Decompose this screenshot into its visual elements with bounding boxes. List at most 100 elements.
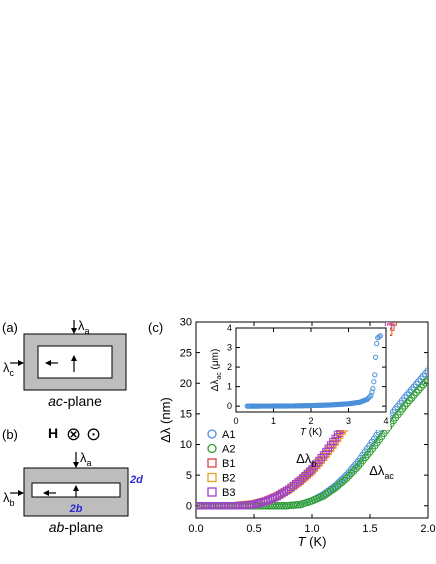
data-point-b3 bbox=[259, 498, 267, 506]
data-point-a1 bbox=[333, 480, 342, 488]
thickness-2d-label: 2d bbox=[129, 474, 143, 486]
data-point-a2 bbox=[417, 383, 425, 391]
legend-marker-a2 bbox=[207, 443, 217, 454]
data-point-a2 bbox=[280, 502, 288, 510]
data-point-a2 bbox=[352, 464, 360, 473]
data-point-b1 bbox=[389, 322, 397, 326]
data-point-a2 bbox=[275, 502, 284, 510]
legend-label-a2: A2 bbox=[222, 444, 235, 456]
data-point-a1 bbox=[377, 333, 383, 339]
main-y-tick-label: 25 bbox=[180, 347, 192, 359]
data-point-a2 bbox=[419, 381, 428, 389]
legend-marker-b3 bbox=[207, 487, 217, 497]
legend-item-b1: B1 bbox=[207, 458, 235, 470]
data-point-b3 bbox=[296, 476, 305, 484]
data-point-b3 bbox=[333, 430, 342, 439]
main-x-tick-label: 0.0 bbox=[188, 523, 203, 535]
data-point-b3 bbox=[261, 497, 270, 506]
data-point-a2 bbox=[287, 501, 295, 510]
data-point-a1 bbox=[368, 392, 374, 398]
main-y-tick-label: 5 bbox=[186, 470, 192, 482]
inset-plot-area bbox=[244, 333, 383, 409]
main-y-tick-label: 20 bbox=[180, 378, 192, 390]
annotation-ac: Δλac bbox=[369, 463, 394, 481]
panel-a-plane-label: ac-plane bbox=[48, 393, 102, 409]
inset-y-tick-label: 1 bbox=[227, 382, 232, 392]
main-x-tick-label: 2.0 bbox=[420, 523, 435, 535]
data-point-a2 bbox=[412, 388, 421, 397]
panel-b-label: (b) bbox=[2, 427, 18, 442]
data-point-a2 bbox=[271, 502, 279, 510]
inset-y-tick-label: 3 bbox=[227, 343, 232, 353]
legend-label-a1: A1 bbox=[222, 429, 235, 441]
inset-x-tick-label: 2 bbox=[308, 416, 313, 426]
legend-label-b2: B2 bbox=[222, 473, 235, 485]
panel-b: (b) H ⊗ ⊙ λa λb 2b 2d ab-plane bbox=[2, 424, 143, 535]
panel-b-lambda-top: λa bbox=[80, 450, 92, 468]
data-point-a2 bbox=[340, 476, 349, 484]
main-y-axis-label: Δλ (nm) bbox=[158, 397, 173, 443]
legend: A1 A2 B1 B2 B3 bbox=[207, 429, 235, 499]
legend-marker-b1 bbox=[207, 458, 217, 468]
legend-item-a2: A2 bbox=[207, 443, 235, 456]
data-point-a2 bbox=[336, 480, 344, 488]
data-point-a1 bbox=[369, 389, 375, 395]
data-point-a2 bbox=[350, 467, 358, 475]
inset-plot-frame bbox=[235, 327, 387, 413]
inset-x-tick-label: 1 bbox=[271, 416, 276, 426]
data-point-b3 bbox=[257, 498, 265, 507]
data-point-b3 bbox=[303, 469, 312, 478]
field-into-page-icon: ⊗ bbox=[66, 424, 81, 444]
data-point-a2 bbox=[289, 501, 298, 509]
data-point-b3 bbox=[301, 471, 309, 480]
data-point-b3 bbox=[254, 499, 263, 508]
legend-marker-b2 bbox=[207, 472, 217, 483]
inset-y-tick-label: 4 bbox=[227, 323, 232, 333]
main-x-tick-label: 1.0 bbox=[304, 523, 319, 535]
data-point-a1 bbox=[374, 341, 380, 347]
data-point-b3 bbox=[271, 493, 279, 502]
data-point-b3 bbox=[250, 500, 258, 509]
data-point-a1 bbox=[371, 379, 377, 385]
data-point-a1 bbox=[372, 354, 379, 360]
inset-y-tick-label: 0 bbox=[227, 401, 232, 411]
data-point-b3 bbox=[264, 496, 272, 505]
data-point-a1 bbox=[367, 394, 373, 400]
inset-y-axis-label: Δλac (μm) bbox=[210, 349, 223, 392]
main-x-tick-label: 1.5 bbox=[362, 523, 377, 535]
data-point-b3 bbox=[252, 500, 261, 508]
inset-y-tick-label: 2 bbox=[227, 362, 232, 372]
data-point-a2 bbox=[415, 386, 423, 394]
panel-a: (a) λa λc ac-plane bbox=[2, 318, 127, 409]
annotation-b: Δλb bbox=[296, 451, 316, 469]
main-x-axis-label: T (K) bbox=[298, 534, 327, 549]
data-point-a2 bbox=[285, 501, 293, 510]
field-out-of-page-icon: ⊙ bbox=[86, 424, 101, 444]
main-y-tick-label: 10 bbox=[180, 439, 192, 451]
legend-item-a1: A1 bbox=[207, 429, 235, 441]
data-point-a2 bbox=[343, 474, 351, 482]
inset-x-tick-label: 0 bbox=[233, 416, 238, 426]
legend-item-b2: B2 bbox=[207, 472, 235, 485]
data-point-a2 bbox=[424, 375, 428, 384]
data-point-a1 bbox=[424, 367, 428, 375]
data-point-a2 bbox=[331, 484, 339, 492]
panel-a-label: (a) bbox=[2, 320, 18, 335]
data-point-b3 bbox=[266, 495, 274, 504]
data-point-a2 bbox=[294, 501, 302, 509]
data-point-a2 bbox=[282, 502, 291, 510]
main-y-tick-label: 30 bbox=[180, 317, 192, 329]
main-y-tick-label: 0 bbox=[186, 500, 192, 512]
legend-label-b3: B3 bbox=[222, 487, 235, 499]
panel-b-plane-label: ab-plane bbox=[49, 519, 104, 535]
panel-a-lambda-left: λc bbox=[3, 360, 15, 378]
data-point-a2 bbox=[345, 472, 353, 480]
data-point-b3 bbox=[305, 467, 314, 475]
inset-x-tick-label: 3 bbox=[346, 416, 351, 426]
legend-marker-a1 bbox=[207, 429, 217, 439]
data-point-b3 bbox=[268, 494, 277, 503]
legend-label-b1: B1 bbox=[222, 458, 235, 470]
legend-item-b3: B3 bbox=[207, 487, 235, 499]
